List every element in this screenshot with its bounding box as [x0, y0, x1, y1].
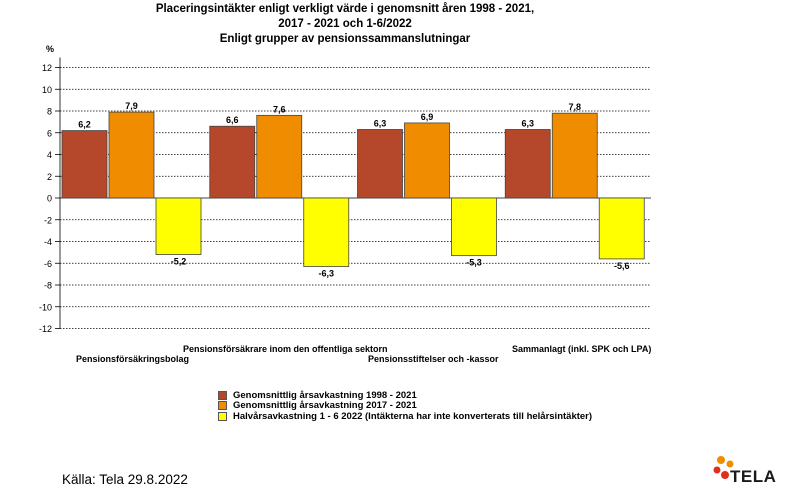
y-tick-label: -10 — [39, 302, 52, 312]
y-tick-label: -6 — [44, 259, 52, 269]
category-label: Pensionsförsäkrare inom den offentliga s… — [183, 344, 388, 354]
legend-swatch-3 — [218, 411, 227, 421]
y-tick-label: -4 — [44, 237, 52, 247]
bar — [357, 129, 403, 199]
bar — [108, 111, 155, 199]
tela-logo-icon — [713, 456, 734, 479]
data-label: 6,3 — [521, 118, 534, 128]
bar — [598, 197, 645, 260]
y-tick-label: 10 — [42, 85, 52, 95]
chart-title: Placeringsintäkter enligt verkligt värde… — [70, 2, 620, 47]
data-label: 6,3 — [374, 118, 387, 128]
y-tick-label: 8 — [47, 107, 52, 117]
legend-label-2: Genomsnittlig årsavkastning 2017 - 2021 — [233, 400, 417, 412]
data-label: -5,3 — [466, 258, 482, 268]
bar — [209, 125, 256, 199]
chart-title-line1: Placeringsintäkter enligt verkligt värde… — [155, 3, 535, 15]
chart-title-line2: 2017 - 2021 och 1-6/2022 — [278, 18, 412, 30]
data-label: 7,8 — [568, 102, 581, 112]
y-axis-unit: % — [46, 44, 54, 54]
y-tick-label: 0 — [47, 194, 52, 204]
bar — [404, 122, 450, 199]
legend-item-2: Genomsnittlig årsavkastning 2017 - 2021 — [218, 400, 592, 412]
legend-label-1: Genomsnittlig årsavkastning 1998 - 2021 — [233, 389, 417, 401]
y-tick-label: 4 — [47, 150, 52, 160]
legend: Genomsnittlig årsavkastning 1998 - 2021 … — [218, 390, 592, 422]
category-label: Pensionsstiftelser och -kassor — [368, 354, 499, 364]
legend-item-1: Genomsnittlig årsavkastning 1998 - 2021 — [218, 390, 592, 401]
bar — [551, 112, 598, 199]
data-label: 7,6 — [273, 104, 286, 114]
y-tick-label: 2 — [47, 172, 52, 182]
bar — [256, 114, 303, 199]
data-label: 7,9 — [125, 101, 138, 111]
tela-logo: TELA — [713, 455, 783, 489]
legend-swatch-2 — [218, 401, 227, 411]
tela-logo-text: TELA — [730, 467, 777, 486]
data-label: 6,2 — [78, 120, 91, 130]
y-tick-label: 6 — [47, 128, 52, 138]
bar — [303, 197, 350, 267]
bar — [155, 197, 202, 255]
chart-title-line3: Enligt grupper av pensionssammanslutning… — [219, 33, 471, 45]
bar — [451, 197, 497, 257]
y-tick-label: -12 — [39, 324, 52, 334]
y-tick-label: 12 — [42, 63, 52, 73]
bar — [61, 130, 108, 199]
y-tick-label: -8 — [44, 281, 52, 291]
legend-item-3: Halvårsavkastning 1 - 6 2022 (Intäkterna… — [218, 411, 592, 422]
category-label: Sammanlagt (inkl. SPK och LPA) — [512, 344, 651, 354]
category-label: Pensionsförsäkringsbolag — [76, 354, 189, 364]
data-label: -5,2 — [171, 257, 187, 267]
data-label: 6,9 — [421, 112, 434, 122]
data-label: 6,6 — [226, 115, 239, 125]
legend-label-3: Halvårsavkastning 1 - 6 2022 (Intäkterna… — [233, 410, 593, 422]
source-note: Källa: Tela 29.8.2022 — [62, 472, 188, 487]
legend-swatch-1 — [218, 390, 227, 400]
data-label: -5,6 — [614, 261, 630, 271]
y-tick-label: -2 — [44, 215, 52, 225]
data-label: -6,3 — [318, 269, 334, 279]
bar — [504, 129, 551, 199]
